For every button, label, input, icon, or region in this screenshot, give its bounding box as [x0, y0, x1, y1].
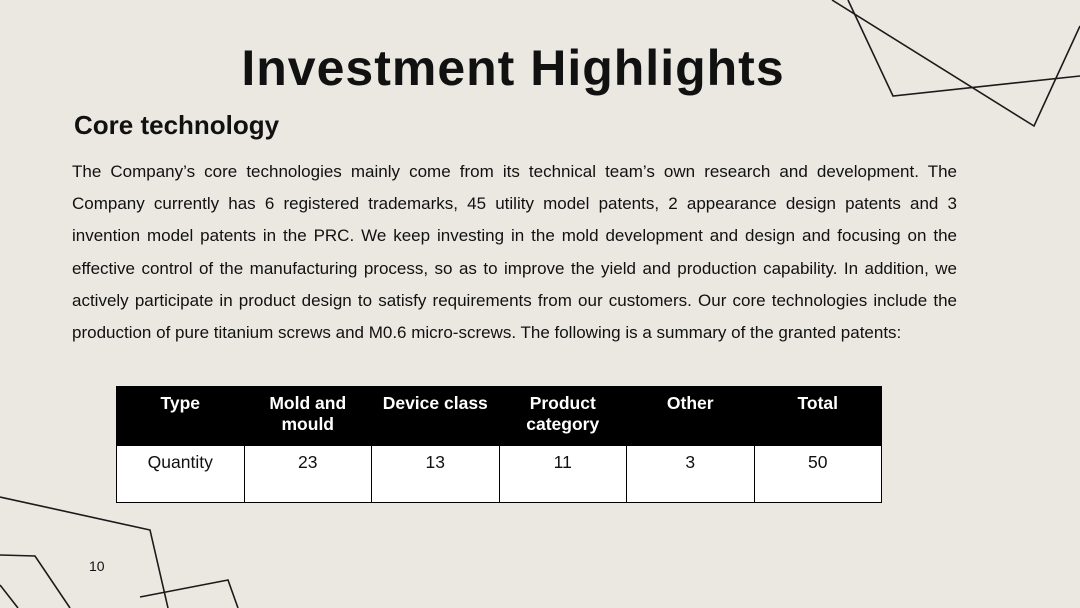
table-cell: 13 [371, 445, 500, 503]
table-cell: 50 [753, 445, 882, 503]
bottom-left-line-shape-3 [0, 584, 19, 608]
table-header-cell: Total [753, 386, 882, 446]
bottom-left-line-shape-2 [0, 554, 71, 608]
table-cell: 3 [626, 445, 755, 503]
table-row: Quantity 23 13 11 3 50 [116, 445, 882, 503]
bottom-left-line-shape-4 [139, 579, 239, 608]
table-header-cell: Mold and mould [243, 386, 372, 446]
table-header-cell: Device class [371, 386, 500, 446]
page-number: 10 [89, 558, 105, 574]
section-heading: Core technology [74, 110, 280, 140]
patent-summary-table: Type Mold and mould Device class Product… [116, 386, 882, 503]
table-header-row: Type Mold and mould Device class Product… [116, 386, 882, 446]
body-paragraph: The Company’s core technologies mainly c… [72, 162, 957, 343]
table-header-cell: Type [116, 386, 245, 446]
table-header-cell: Other [626, 386, 755, 446]
table-cell: 11 [498, 445, 627, 503]
bottom-left-line-shape-1 [0, 496, 169, 608]
table-cell: 23 [243, 445, 372, 503]
table-header-cell: Product category [498, 386, 627, 446]
slide-title: Investment Highlights [241, 40, 785, 96]
table-cell: Quantity [116, 445, 245, 503]
